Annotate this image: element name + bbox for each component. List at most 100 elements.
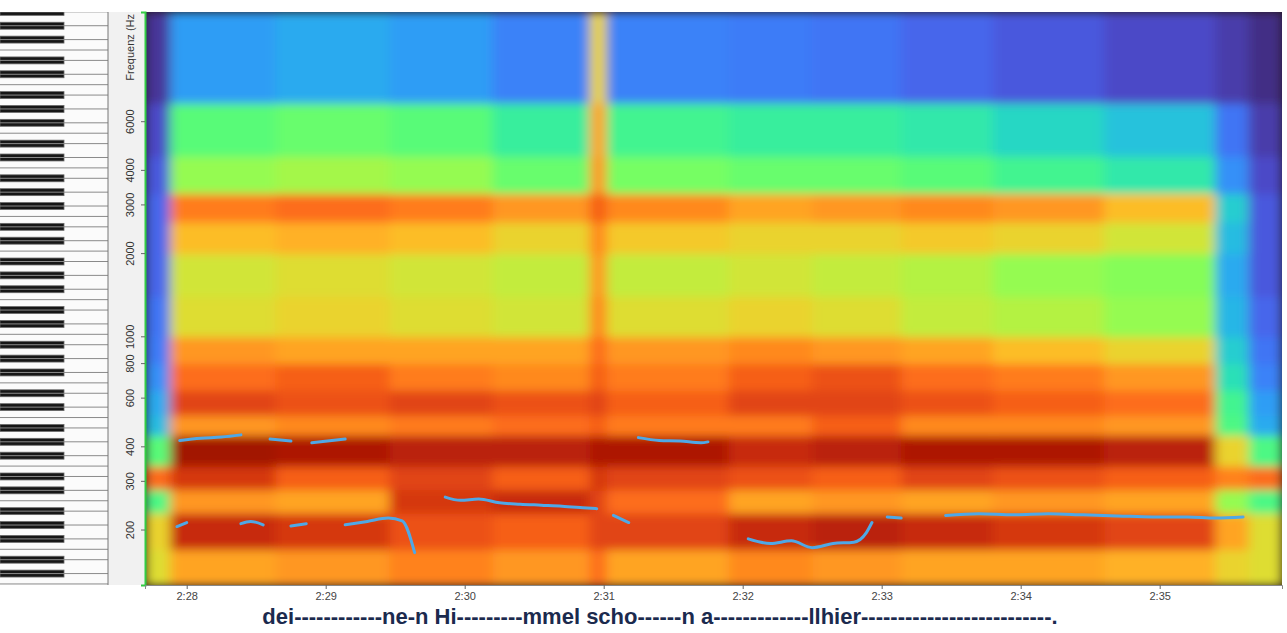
black-key <box>0 12 64 15</box>
heatmap-cell <box>729 336 813 364</box>
heatmap-cell <box>812 193 902 223</box>
tick-mark <box>187 585 188 589</box>
key-border <box>0 240 108 241</box>
heatmap <box>145 12 1282 585</box>
y-tick: 400 <box>124 438 145 456</box>
heatmap-cell <box>170 12 277 104</box>
heatmap-cell <box>276 156 391 194</box>
heatmap-cell <box>276 489 391 514</box>
key-border <box>0 133 108 134</box>
heatmap-cell <box>1249 489 1282 514</box>
tick-label: 200 <box>124 521 136 539</box>
heatmap-cell <box>276 513 391 550</box>
heatmap-cell <box>729 103 813 157</box>
heatmap-cell <box>390 336 494 364</box>
heatmap-cell <box>170 466 277 490</box>
tick-mark <box>743 585 744 589</box>
heatmap-cell <box>145 253 171 297</box>
heatmap-cell <box>1249 103 1282 157</box>
heatmap-cell <box>145 222 171 254</box>
x-tick: 2:31 <box>593 585 614 602</box>
key-border <box>0 358 108 359</box>
heatmap-cell <box>170 253 277 297</box>
heatmap-cell <box>729 363 813 391</box>
key-border <box>0 143 108 144</box>
heatmap-cell <box>590 489 608 514</box>
heatmap-cell <box>1104 336 1216 364</box>
heatmap-cell <box>145 156 171 194</box>
heatmap-cell <box>1215 363 1249 391</box>
tick-mark <box>141 170 145 171</box>
heatmap-cell <box>1215 549 1249 585</box>
heatmap-cell <box>1249 363 1282 391</box>
heatmap-cell <box>170 103 277 157</box>
key-border <box>0 74 108 75</box>
heatmap-cell <box>390 296 494 337</box>
x-axis: 2:282:292:302:312:322:332:342:35 <box>146 585 1283 602</box>
heatmap-cell <box>606 336 729 364</box>
x-tick: 2:32 <box>732 585 753 602</box>
key-border <box>0 559 108 560</box>
pitch-contour <box>180 435 708 443</box>
key-border <box>0 417 108 418</box>
y-tick: 200 <box>124 521 145 539</box>
tick-mark <box>1160 585 1161 589</box>
heatmap-cell <box>812 466 902 490</box>
heatmap-cell <box>606 156 729 194</box>
tick-label: 6000 <box>124 109 136 133</box>
heatmap-cell <box>606 390 729 416</box>
y-tick: 4000 <box>124 158 145 182</box>
key-border <box>0 323 108 324</box>
key-border <box>0 95 108 96</box>
heatmap-cell <box>170 549 277 585</box>
tick-label: 600 <box>124 389 136 407</box>
tick-mark <box>465 585 466 589</box>
heatmap-cell <box>590 12 608 104</box>
x-tick: 2:29 <box>315 585 336 602</box>
heatmap-cell <box>276 390 391 416</box>
heatmap-cell <box>812 363 902 391</box>
heatmap-cell <box>812 222 902 254</box>
heatmap-cell <box>1104 489 1216 514</box>
heatmap-cell <box>1104 156 1216 194</box>
heatmap-cell <box>993 489 1105 514</box>
heatmap-cell <box>492 222 590 254</box>
key-border <box>0 573 108 574</box>
tick-mark <box>141 446 145 447</box>
heatmap-cell <box>590 390 608 416</box>
heatmap-cell <box>276 103 391 157</box>
tick-mark <box>141 253 145 254</box>
heatmap-cell <box>1215 489 1249 514</box>
key-border <box>0 372 108 373</box>
heatmap-cell <box>492 489 590 514</box>
heatmap-cell <box>145 336 171 364</box>
tick-label: 4000 <box>124 158 136 182</box>
heatmap-cell <box>1215 390 1249 416</box>
heatmap-cell <box>729 156 813 194</box>
tick-mark <box>141 336 145 337</box>
tick-mark <box>141 530 145 531</box>
tick-label: 2:28 <box>176 590 197 602</box>
key-border <box>0 251 108 252</box>
heatmap-cell <box>390 435 494 467</box>
heatmap-cell <box>812 336 902 364</box>
heatmap-cell <box>145 489 171 514</box>
heatmap-cell <box>812 549 902 585</box>
heatmap-cell <box>590 222 608 254</box>
heatmap-cell <box>590 103 608 157</box>
heatmap-cell <box>901 415 994 436</box>
heatmap-cell <box>729 390 813 416</box>
key-border <box>0 289 108 290</box>
heatmap-cell <box>993 193 1105 223</box>
heatmap-cell <box>993 296 1105 337</box>
heatmap-cell <box>1215 156 1249 194</box>
heatmap-cell <box>170 489 277 514</box>
tick-label: 400 <box>124 438 136 456</box>
heatmap-cell <box>729 253 813 297</box>
heatmap-cell <box>901 363 994 391</box>
heatmap-cell <box>1249 12 1282 104</box>
heatmap-cell <box>170 222 277 254</box>
heatmap-cell <box>390 363 494 391</box>
key-border <box>0 441 108 442</box>
heatmap-cell <box>492 156 590 194</box>
